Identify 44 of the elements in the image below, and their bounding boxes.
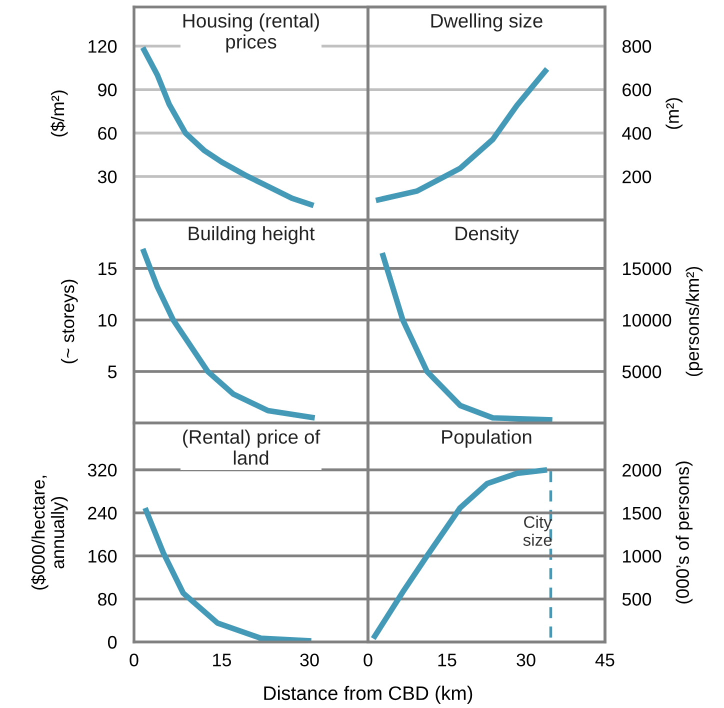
y-tick-label: 160 (88, 550, 117, 563)
y2-tick-label: 600 (622, 84, 652, 96)
y-tick-label: 60 (98, 126, 117, 140)
x-tick-label: 15 (213, 654, 232, 666)
y2-tick-label: 10000 (623, 314, 672, 327)
y-axis-title: ($000/hectare, annually) (31, 476, 68, 590)
x-tick-label: 30 (516, 654, 536, 666)
ref-line-label: City size (523, 516, 552, 546)
y-tick-label: 120 (88, 40, 117, 53)
y2-tick-label: 1500 (623, 506, 662, 520)
chart-title: Building height (188, 226, 315, 244)
y2-tick-label: 2000 (622, 464, 662, 477)
y-tick-label: 80 (98, 592, 117, 606)
y-tick-label: 5 (108, 366, 117, 378)
x-tick-label: 15 (438, 654, 456, 666)
text: (Rental) price of land (183, 430, 320, 465)
x-axis-title: Distance from CBD (km) (264, 686, 472, 704)
text: Housing (rental) prices (183, 13, 319, 52)
y-tick-label: 0 (108, 636, 117, 649)
y-tick-label: 320 (88, 464, 117, 477)
x-tick-label: 45 (595, 654, 614, 666)
y2-tick-label: 800 (622, 40, 652, 53)
y-tick-label: 240 (88, 506, 117, 520)
y2-axis-title: (persons/km²) (686, 266, 703, 376)
y-tick-label: 30 (98, 170, 117, 184)
chart-title: Density (456, 226, 519, 244)
x-tick-label: 0 (130, 654, 138, 666)
x-tick-label: 30 (300, 654, 319, 666)
y2-axis-title: (m²) (666, 98, 682, 129)
y-tick-label: 90 (98, 84, 117, 96)
y2-tick-label: 200 (622, 170, 652, 184)
y2-axis-title: (000’s of persons) (676, 462, 693, 604)
chart-title: Dwelling size (431, 13, 542, 32)
y-axis-title: ($/m²) (50, 90, 68, 136)
y-tick-label: 15 (98, 262, 117, 276)
x-tick-label: 0 (364, 654, 372, 666)
y2-tick-label: 5000 (622, 365, 662, 378)
y2-tick-label: 500 (622, 592, 652, 606)
y-tick-label: 10 (98, 314, 117, 327)
y2-tick-label: 400 (622, 126, 652, 140)
y-axis-title: (~ storeys) (60, 280, 78, 364)
y2-tick-label: 1000 (623, 550, 662, 563)
chart-title: Population (442, 430, 532, 448)
y2-tick-label: 15000 (623, 262, 672, 276)
